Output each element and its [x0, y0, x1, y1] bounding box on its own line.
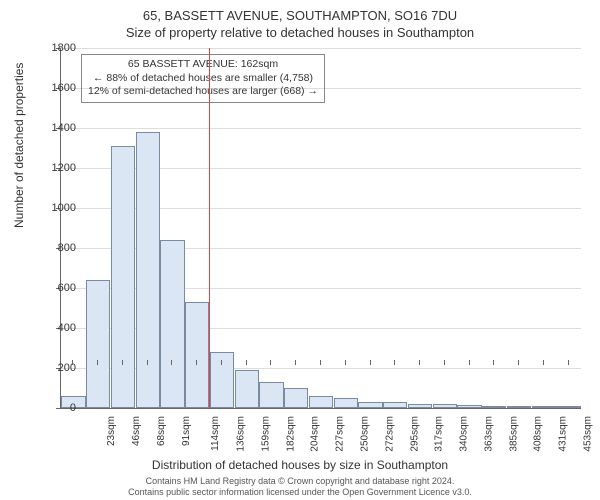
- x-tick-mark: [345, 360, 346, 365]
- x-tick-mark: [171, 360, 172, 365]
- x-tick-mark: [394, 360, 395, 365]
- y-tick-label: 600: [36, 282, 76, 294]
- x-tick-mark: [270, 360, 271, 365]
- histogram-bar: [408, 404, 432, 408]
- histogram-bar: [334, 398, 358, 408]
- x-tick-label: 340sqm: [459, 416, 470, 452]
- x-tick-mark: [469, 360, 470, 365]
- x-tick-label: 250sqm: [360, 416, 371, 452]
- histogram-bar: [160, 240, 184, 408]
- x-tick-label: 272sqm: [384, 416, 395, 452]
- x-tick-label: 23sqm: [106, 416, 117, 446]
- y-tick-label: 400: [36, 322, 76, 334]
- x-tick-mark: [196, 360, 197, 365]
- x-tick-label: 159sqm: [261, 416, 272, 452]
- histogram-bar: [556, 406, 580, 408]
- histogram-bar: [284, 388, 308, 408]
- x-tick-mark: [246, 360, 247, 365]
- histogram-chart: 65 BASSETT AVENUE: 162sqm ← 88% of detac…: [60, 48, 581, 409]
- histogram-bar: [259, 382, 283, 408]
- x-tick-label: 431sqm: [558, 416, 569, 452]
- y-tick-label: 1200: [36, 162, 76, 174]
- x-tick-mark: [72, 360, 73, 365]
- y-tick-label: 1400: [36, 122, 76, 134]
- y-tick-label: 0: [36, 402, 76, 414]
- x-tick-mark: [122, 360, 123, 365]
- histogram-bar: [507, 406, 531, 408]
- histogram-bar: [136, 132, 160, 408]
- x-tick-mark: [419, 360, 420, 365]
- x-tick-mark: [370, 360, 371, 365]
- x-tick-mark: [221, 360, 222, 365]
- x-tick-label: 136sqm: [236, 416, 247, 452]
- x-tick-mark: [295, 360, 296, 365]
- x-tick-label: 385sqm: [508, 416, 519, 452]
- footer-line2: Contains public sector information licen…: [0, 487, 600, 498]
- footer-line1: Contains HM Land Registry data © Crown c…: [0, 476, 600, 487]
- x-tick-label: 408sqm: [533, 416, 544, 452]
- histogram-bar: [86, 280, 110, 408]
- footer: Contains HM Land Registry data © Crown c…: [0, 476, 600, 498]
- grid-line: [61, 88, 581, 89]
- histogram-bar: [482, 406, 506, 408]
- x-tick-label: 227sqm: [335, 416, 346, 452]
- histogram-bar: [210, 352, 234, 408]
- annotation-box: 65 BASSETT AVENUE: 162sqm ← 88% of detac…: [81, 54, 325, 103]
- histogram-bar: [235, 370, 259, 408]
- y-axis-label: Number of detached properties: [12, 63, 26, 228]
- histogram-bar: [433, 404, 457, 408]
- histogram-bar: [457, 405, 481, 408]
- x-tick-mark: [444, 360, 445, 365]
- annotation-line1: 65 BASSETT AVENUE: 162sqm: [88, 58, 318, 72]
- histogram-bar: [185, 302, 209, 408]
- title-sub: Size of property relative to detached ho…: [0, 23, 600, 40]
- y-tick-label: 1800: [36, 42, 76, 54]
- x-tick-label: 453sqm: [582, 416, 593, 452]
- x-tick-label: 68sqm: [156, 416, 167, 446]
- histogram-bar: [358, 402, 382, 408]
- x-tick-label: 114sqm: [210, 416, 221, 451]
- x-tick-label: 363sqm: [483, 416, 494, 452]
- x-tick-mark: [147, 360, 148, 365]
- x-tick-mark: [320, 360, 321, 365]
- y-tick-label: 800: [36, 242, 76, 254]
- histogram-bar: [532, 406, 556, 408]
- x-tick-label: 46sqm: [131, 416, 142, 446]
- y-tick-label: 1600: [36, 82, 76, 94]
- x-tick-mark: [568, 360, 569, 365]
- y-tick-label: 1000: [36, 202, 76, 214]
- annotation-line2: ← 88% of detached houses are smaller (4,…: [88, 72, 318, 86]
- histogram-bar: [309, 396, 333, 408]
- title-main: 65, BASSETT AVENUE, SOUTHAMPTON, SO16 7D…: [0, 0, 600, 23]
- x-tick-label: 317sqm: [434, 416, 445, 452]
- histogram-bar: [111, 146, 135, 408]
- x-tick-label: 91sqm: [181, 416, 192, 446]
- property-marker-line: [209, 48, 210, 408]
- x-tick-mark: [543, 360, 544, 365]
- grid-line: [61, 128, 581, 129]
- x-tick-label: 204sqm: [310, 416, 321, 452]
- y-tick-label: 200: [36, 362, 76, 374]
- x-tick-label: 295sqm: [409, 416, 420, 452]
- grid-line: [61, 48, 581, 49]
- histogram-bar: [383, 402, 407, 408]
- x-tick-mark: [97, 360, 98, 365]
- x-axis-label: Distribution of detached houses by size …: [0, 458, 600, 472]
- x-tick-label: 182sqm: [285, 416, 296, 452]
- x-tick-mark: [493, 360, 494, 365]
- x-tick-mark: [518, 360, 519, 365]
